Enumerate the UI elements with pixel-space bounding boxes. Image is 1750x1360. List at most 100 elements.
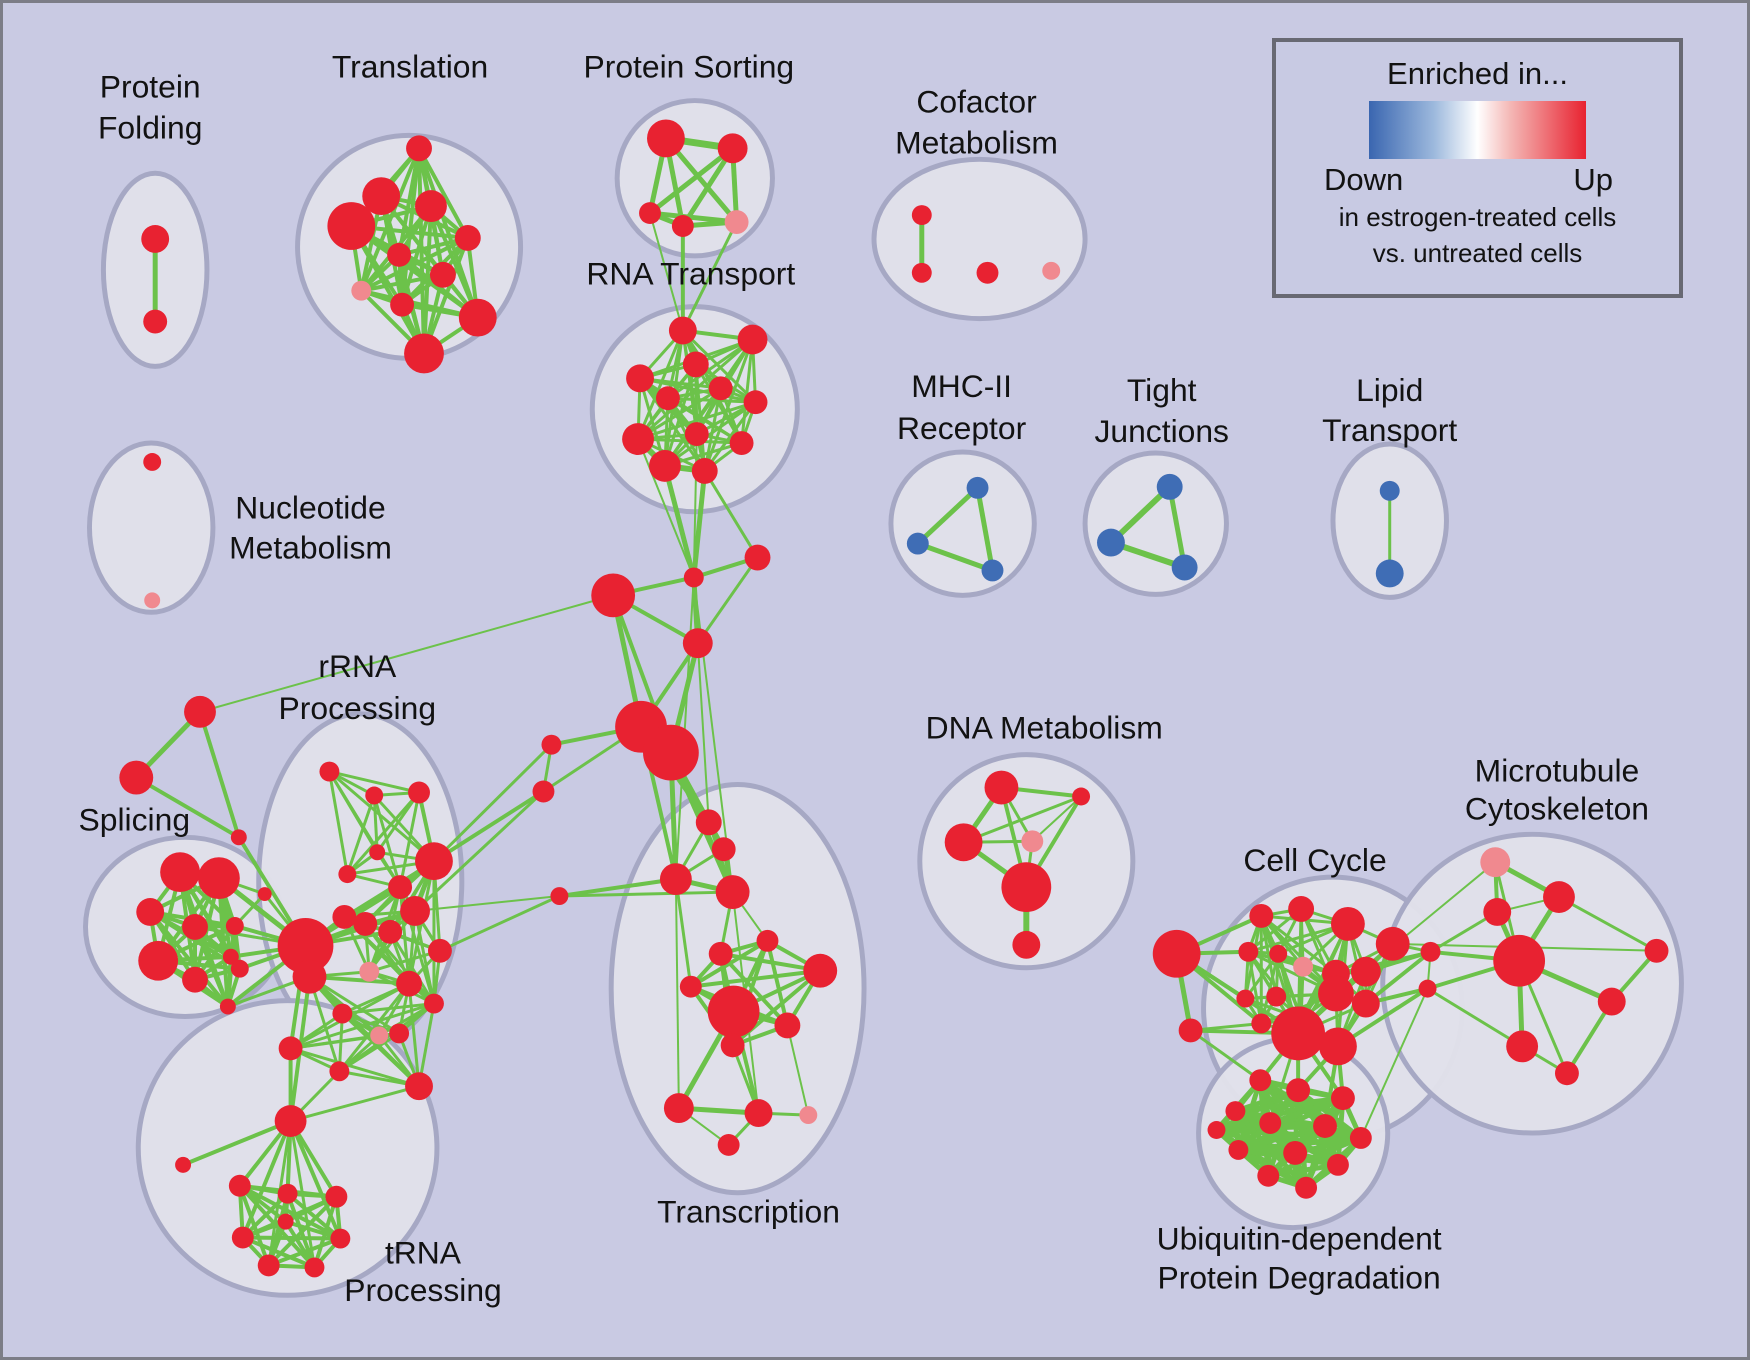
legend-caption-line2: vs. untreated cells: [1372, 238, 1583, 268]
enrichment-edge: [422, 237, 470, 355]
label-translation: Translation: [332, 49, 488, 85]
enrichment-edge: [648, 146, 735, 216]
gene-set-node: [1418, 979, 1437, 998]
gene-set-node: [659, 863, 692, 896]
gene-set-node: [711, 837, 736, 862]
cluster-cofactor-metabolism-bubble: [871, 156, 1088, 322]
enrichment-edge: [417, 147, 470, 239]
gene-set-node: [378, 919, 403, 944]
enrichment-edge: [429, 205, 480, 319]
enrichment-edge: [667, 396, 756, 404]
gene-set-node: [458, 298, 497, 337]
gene-set-node: [691, 457, 718, 484]
gene-set-node: [1021, 830, 1044, 853]
label-transcription: Transcription: [657, 1194, 840, 1230]
enrichment-edge: [290, 1046, 420, 1088]
label-mhc-ii-receptor: MHC-II Receptor: [897, 368, 1027, 446]
gene-set-node: [655, 386, 680, 411]
gene-set-node: [415, 842, 453, 881]
enrichment-edge: [308, 975, 400, 1035]
enrichment-edge: [649, 212, 684, 331]
gene-set-node: [359, 961, 380, 982]
enrichment-edge: [664, 401, 757, 468]
gene-set-node: [717, 1133, 740, 1156]
gene-set-node: [1288, 896, 1315, 922]
gene-set-node: [400, 896, 430, 926]
gene-set-node: [292, 959, 327, 994]
cluster-nucleotide-metabolism-bubble: [86, 440, 216, 615]
enrichment-edge: [703, 470, 759, 559]
cluster-microtubule-cytoskeleton-bubble: [1380, 831, 1684, 1136]
gene-set-node: [327, 202, 376, 250]
nodes: [119, 119, 1669, 1278]
gene-set-node: [1375, 926, 1410, 961]
gene-set-node: [423, 993, 444, 1014]
gene-set-node: [429, 261, 456, 288]
enrichment-edge: [413, 910, 436, 1004]
enrichment-edge: [696, 556, 759, 645]
enrichment-edge: [765, 940, 790, 1026]
gene-set-node: [708, 941, 733, 966]
enrichment-edge: [1244, 952, 1280, 1000]
enrichment-edge: [681, 329, 757, 404]
enrichment-edge: [286, 1192, 342, 1241]
gene-set-node: [1480, 847, 1511, 878]
enrichment-edge: [238, 1183, 342, 1241]
enrichment-edge: [372, 795, 402, 888]
enrichment-edge: [916, 541, 994, 573]
gene-set-node: [649, 450, 681, 482]
enrichment-edge: [674, 577, 695, 880]
gene-set-node: [743, 390, 768, 415]
gene-set-node: [222, 948, 239, 965]
enrichment-edge: [1558, 895, 1658, 953]
gene-set-node: [1207, 1121, 1226, 1139]
gene-set-node: [1350, 956, 1381, 987]
enrichment-edge: [407, 983, 421, 1087]
gene-set-node: [774, 1012, 801, 1039]
gene-set-node: [396, 970, 423, 997]
gene-set-node: [984, 770, 1019, 805]
gene-set-node: [160, 852, 200, 893]
gene-set-node: [404, 333, 444, 374]
gene-set-node: [695, 809, 722, 836]
gene-set-node: [944, 823, 983, 862]
gene-set-node: [729, 431, 754, 455]
enrichment-edge: [327, 771, 349, 875]
gene-set-node: [1266, 986, 1287, 1007]
legend-caption-line1: in estrogen-treated cells: [1338, 202, 1617, 232]
enrichment-edge: [740, 339, 755, 444]
gene-set-node: [1249, 904, 1274, 928]
gene-set-node: [911, 262, 932, 283]
gene-set-node: [591, 573, 636, 618]
gene-set-node: [119, 760, 154, 795]
enrichment-edge: [349, 225, 426, 355]
enrichment-edge: [636, 329, 685, 440]
gene-set-node: [1375, 559, 1404, 588]
gene-set-node: [1228, 1139, 1249, 1160]
enrichment-edge: [638, 377, 706, 472]
enrichment-edge: [414, 895, 560, 912]
enrichment-edge: [345, 795, 376, 875]
label-ubiquitin-degradation: Ubiquitin-dependent Protein Degradation: [1157, 1220, 1442, 1295]
gene-set-node: [1238, 941, 1259, 962]
enrichment-edge: [342, 1002, 435, 1016]
gene-set-node: [737, 324, 768, 355]
gene-set-node: [622, 423, 654, 455]
enrichment-edge: [417, 1003, 436, 1087]
gene-set-node: [1178, 1018, 1203, 1043]
gene-set-node: [1236, 989, 1255, 1008]
gene-set-node: [405, 1072, 433, 1101]
enrichment-edge: [288, 1120, 343, 1240]
label-cofactor-metabolism: Cofactor Metabolism: [895, 84, 1058, 161]
gene-set-node: [1269, 944, 1288, 963]
gene-set-node: [966, 476, 989, 499]
gene-set-node: [671, 215, 694, 237]
enrichment-edge: [328, 770, 435, 863]
gene-set-node: [198, 857, 240, 900]
gene-set-node: [1554, 1061, 1579, 1086]
enrichment-edge: [559, 877, 677, 899]
gene-set-node: [1249, 1069, 1272, 1092]
enrichment-edge: [692, 577, 710, 823]
gene-set-node: [1597, 987, 1626, 1016]
gene-set-node: [219, 998, 236, 1015]
